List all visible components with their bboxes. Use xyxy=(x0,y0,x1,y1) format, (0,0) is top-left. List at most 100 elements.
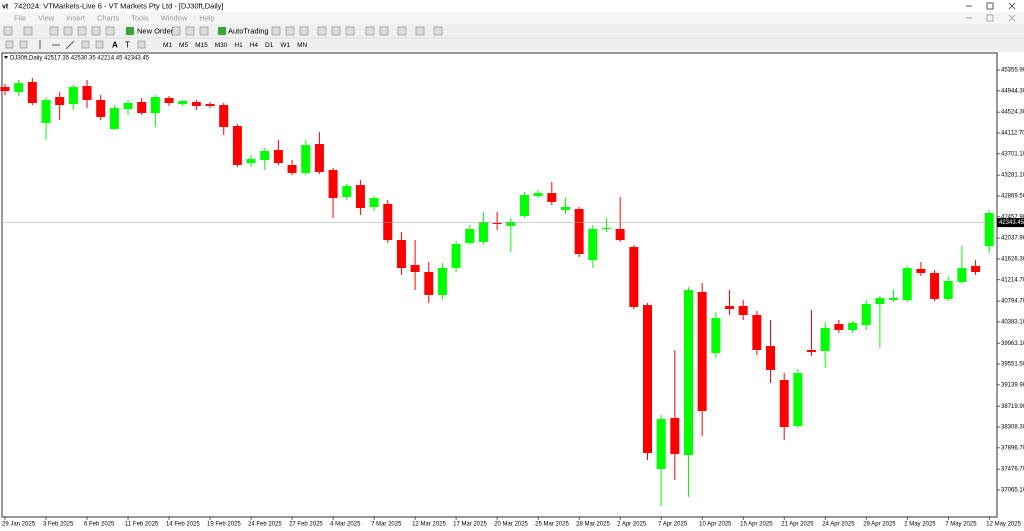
candle-body xyxy=(191,101,201,106)
tool-zoom-out[interactable] xyxy=(331,26,341,36)
candle-body xyxy=(533,193,543,196)
candle-body xyxy=(670,417,680,454)
current-price-box xyxy=(997,218,1024,228)
x-tick-label: 7 May 2025 xyxy=(945,522,977,528)
tool-zoom-in[interactable] xyxy=(317,26,327,36)
timeframe-button[interactable]: M30 xyxy=(215,42,228,49)
candle-body xyxy=(957,267,967,283)
y-tick-label: 45355.90 xyxy=(1001,68,1024,74)
candle-body xyxy=(834,324,844,330)
tool-channel[interactable] xyxy=(81,40,90,49)
candle-body xyxy=(779,379,789,427)
candle-body xyxy=(889,298,899,300)
x-tick-label: 12 May 2025 xyxy=(986,522,1021,528)
autotrading-button[interactable]: AutoTrading xyxy=(228,26,269,35)
x-tick-label: 7 Mar 2025 xyxy=(371,522,402,528)
tool-new-order-icon[interactable] xyxy=(126,27,134,35)
tool-metaeditor[interactable] xyxy=(171,26,181,36)
tool-new-chart[interactable] xyxy=(3,26,13,36)
tool-market[interactable] xyxy=(199,26,209,36)
candle-body xyxy=(684,290,693,455)
candle-body xyxy=(96,100,106,118)
tool-autoscroll[interactable] xyxy=(365,26,375,36)
menu-item[interactable]: Insert xyxy=(66,13,86,22)
tool-tester[interactable] xyxy=(105,26,115,36)
x-tick-label: 11 Feb 2025 xyxy=(125,522,159,528)
menu-item[interactable]: Charts xyxy=(97,13,119,22)
candle-body xyxy=(506,221,516,226)
tool-tile[interactable] xyxy=(345,26,355,36)
tool-data-window[interactable] xyxy=(63,26,73,36)
tool-terminal[interactable] xyxy=(91,26,101,36)
timeframe-button[interactable]: M5 xyxy=(179,42,188,49)
tool-navigator[interactable] xyxy=(77,26,87,36)
candle-body xyxy=(574,209,584,254)
menu-item[interactable]: View xyxy=(38,13,55,22)
candle-body xyxy=(123,102,133,110)
y-tick-label: 39551.50 xyxy=(1001,362,1024,368)
timeframe-button[interactable]: M1 xyxy=(163,42,172,49)
tool-periods[interactable] xyxy=(415,26,425,36)
x-tick-label: 4 Mar 2025 xyxy=(330,522,361,528)
timeframe-button[interactable]: M15 xyxy=(195,42,208,49)
timeframe-button[interactable]: H4 xyxy=(250,42,259,49)
candle-body xyxy=(301,144,311,174)
current-price-label: 42343.45 xyxy=(999,220,1024,226)
candle-body xyxy=(971,266,981,272)
y-tick-label: 42869.50 xyxy=(1001,194,1024,200)
x-tick-label: 3 Feb 2025 xyxy=(43,522,74,528)
tool-autotrading-icon[interactable] xyxy=(218,27,226,35)
maximize[interactable] xyxy=(986,2,994,10)
tool-bar-chart[interactable] xyxy=(271,26,281,36)
candle-body xyxy=(848,322,858,330)
close[interactable] xyxy=(1008,2,1016,10)
menu: File View Insert Charts Tools Window Help xyxy=(14,13,215,22)
tool-label[interactable]: T xyxy=(125,41,130,50)
timeframe-button[interactable]: MN xyxy=(297,42,307,49)
tool-signals[interactable] xyxy=(185,26,195,36)
x-tick-label: 28 Mar 2025 xyxy=(576,522,610,528)
menu-item[interactable]: File xyxy=(14,13,26,22)
candle-body xyxy=(273,150,283,164)
tool-crosshair[interactable] xyxy=(19,40,28,49)
candle-body xyxy=(615,228,625,241)
tool-fibo[interactable] xyxy=(95,40,104,49)
candle-body xyxy=(396,240,406,268)
candle-body xyxy=(793,372,803,426)
candle-body xyxy=(738,305,748,315)
candle-body xyxy=(342,186,352,198)
tool-text[interactable]: A xyxy=(112,41,118,50)
window-controls[interactable] xyxy=(966,2,1016,10)
timeframe-button[interactable]: H1 xyxy=(234,42,243,49)
y-tick-label: 42037.90 xyxy=(1001,236,1024,242)
x-tick-label: 12 Mar 2025 xyxy=(412,522,446,528)
menu-item[interactable]: Window xyxy=(161,13,188,22)
menu-item[interactable]: Tools xyxy=(131,13,149,22)
candle-body xyxy=(68,86,78,105)
tool-indicators[interactable] xyxy=(397,26,407,36)
tool-trendline[interactable] xyxy=(65,40,75,50)
tool-cursor[interactable] xyxy=(5,40,14,49)
x-tick-label: 14 Feb 2025 xyxy=(166,522,200,528)
tool-chart-shift[interactable] xyxy=(379,26,389,36)
candle-body xyxy=(246,159,256,164)
x-tick-label: 10 Apr 2025 xyxy=(699,522,732,528)
new-order-button[interactable]: New Order xyxy=(137,26,174,35)
y-tick-label: 44112.70 xyxy=(1001,131,1024,137)
candle-body xyxy=(861,303,871,326)
candle-body xyxy=(588,228,598,260)
candle-body xyxy=(178,101,188,105)
x-tick-label: 24 Feb 2025 xyxy=(248,522,282,528)
chart: 45355.90 44944.30 44524.30 44112.70 43701.10… xyxy=(0,68,1024,528)
tool-line-chart[interactable] xyxy=(299,26,309,36)
timeframe-button[interactable]: D1 xyxy=(265,42,274,49)
tool-profiles[interactable] xyxy=(23,26,33,36)
tool-templates[interactable] xyxy=(433,26,443,36)
tool-market-watch[interactable] xyxy=(49,26,59,36)
tool-candles[interactable] xyxy=(285,26,295,36)
timeframe-button[interactable]: W1 xyxy=(280,42,290,49)
menu-item[interactable]: Help xyxy=(199,13,214,22)
candle-body xyxy=(150,97,160,114)
tool-arrows[interactable] xyxy=(137,40,146,49)
candle-body xyxy=(984,213,994,246)
